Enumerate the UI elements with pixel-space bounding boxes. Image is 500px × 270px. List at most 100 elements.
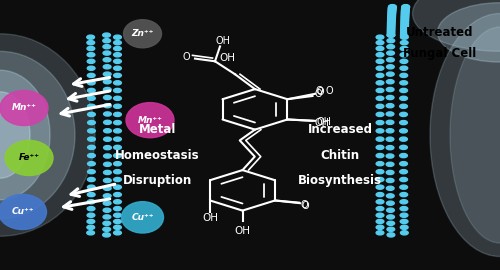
Circle shape: [88, 137, 96, 141]
Circle shape: [88, 66, 95, 70]
Circle shape: [87, 35, 94, 39]
Circle shape: [386, 154, 394, 158]
Circle shape: [88, 162, 96, 166]
Text: OH: OH: [202, 213, 218, 223]
Circle shape: [114, 104, 122, 108]
Circle shape: [376, 137, 384, 141]
Circle shape: [376, 207, 384, 211]
Circle shape: [104, 65, 111, 69]
Circle shape: [88, 88, 95, 93]
Circle shape: [388, 21, 395, 25]
Circle shape: [388, 16, 396, 21]
Circle shape: [88, 185, 95, 189]
Circle shape: [376, 120, 384, 125]
Circle shape: [376, 177, 384, 182]
Circle shape: [401, 16, 408, 21]
Circle shape: [114, 112, 122, 116]
Circle shape: [104, 87, 111, 92]
Circle shape: [104, 170, 112, 175]
Circle shape: [103, 39, 110, 43]
Circle shape: [376, 193, 384, 197]
Circle shape: [104, 120, 112, 124]
Circle shape: [88, 96, 96, 100]
Circle shape: [388, 14, 396, 18]
Circle shape: [387, 31, 395, 35]
Circle shape: [114, 145, 122, 150]
Circle shape: [388, 23, 395, 27]
Circle shape: [87, 46, 94, 50]
Circle shape: [388, 5, 396, 9]
Circle shape: [388, 6, 396, 11]
Circle shape: [386, 162, 394, 166]
Text: Disruption: Disruption: [123, 174, 192, 187]
Circle shape: [400, 154, 407, 158]
Circle shape: [114, 220, 122, 224]
Ellipse shape: [124, 20, 162, 48]
Circle shape: [87, 53, 95, 57]
Circle shape: [386, 178, 394, 183]
Text: O: O: [301, 200, 308, 210]
Text: Fungal Cell: Fungal Cell: [404, 48, 476, 60]
Text: OH: OH: [315, 118, 330, 128]
Circle shape: [103, 227, 110, 231]
Circle shape: [400, 96, 407, 100]
Text: OH: OH: [220, 53, 236, 63]
Circle shape: [388, 7, 396, 11]
Circle shape: [400, 177, 407, 182]
Circle shape: [387, 227, 394, 231]
Circle shape: [400, 29, 408, 33]
Text: O: O: [182, 52, 190, 62]
Circle shape: [400, 33, 408, 37]
Circle shape: [386, 104, 394, 108]
Circle shape: [388, 20, 395, 24]
Circle shape: [376, 88, 384, 93]
Circle shape: [104, 129, 112, 133]
Circle shape: [103, 221, 110, 225]
Circle shape: [387, 33, 395, 37]
Circle shape: [376, 73, 384, 77]
Circle shape: [387, 29, 395, 33]
Circle shape: [376, 53, 384, 57]
Circle shape: [88, 193, 95, 197]
Ellipse shape: [5, 140, 53, 176]
Circle shape: [88, 170, 96, 174]
Text: Mn⁺⁺: Mn⁺⁺: [12, 103, 36, 113]
Circle shape: [103, 208, 111, 212]
Circle shape: [114, 225, 122, 229]
Circle shape: [400, 46, 408, 50]
Ellipse shape: [122, 202, 164, 233]
Circle shape: [114, 231, 122, 235]
Circle shape: [400, 27, 408, 31]
Circle shape: [87, 231, 94, 235]
Circle shape: [376, 112, 384, 116]
Circle shape: [376, 170, 384, 174]
Circle shape: [102, 233, 110, 237]
Circle shape: [88, 200, 95, 204]
Circle shape: [104, 178, 111, 183]
Circle shape: [387, 221, 394, 225]
Circle shape: [402, 8, 409, 12]
Circle shape: [103, 51, 111, 55]
Text: O: O: [325, 86, 333, 96]
Text: Increased: Increased: [308, 123, 372, 136]
Text: O: O: [315, 89, 322, 99]
Circle shape: [400, 185, 407, 189]
Circle shape: [376, 162, 384, 166]
Circle shape: [114, 73, 122, 77]
Circle shape: [400, 193, 407, 197]
Circle shape: [386, 72, 394, 76]
Circle shape: [402, 11, 409, 15]
Circle shape: [388, 15, 396, 19]
Circle shape: [400, 207, 408, 211]
Circle shape: [376, 40, 384, 45]
Circle shape: [114, 177, 122, 182]
Circle shape: [88, 129, 96, 133]
Text: Chitin: Chitin: [320, 149, 360, 162]
Circle shape: [87, 207, 95, 211]
Circle shape: [400, 25, 408, 29]
Circle shape: [88, 81, 95, 85]
Circle shape: [114, 162, 122, 166]
Circle shape: [88, 104, 96, 108]
Circle shape: [400, 112, 407, 116]
Circle shape: [400, 137, 407, 141]
